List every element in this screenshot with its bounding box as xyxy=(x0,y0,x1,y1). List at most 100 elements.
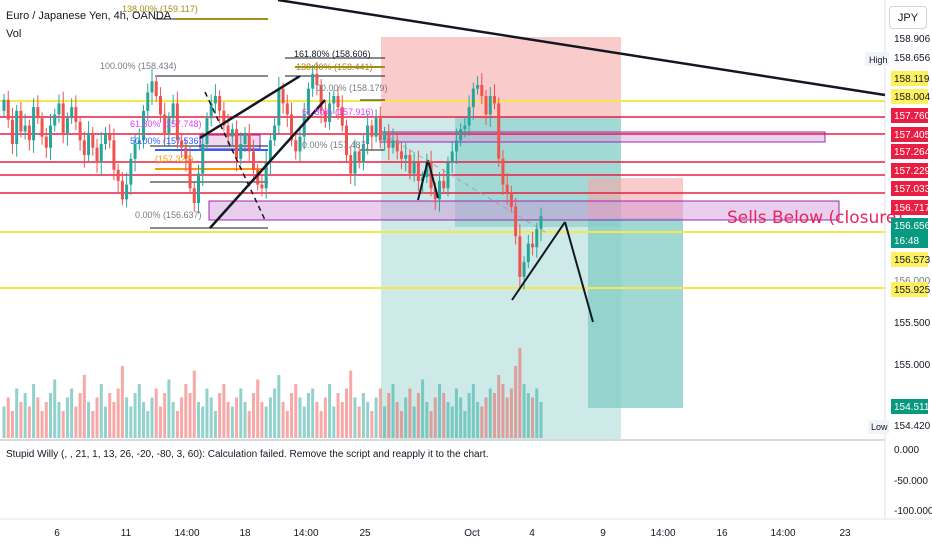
candle-body xyxy=(184,147,188,159)
candle-body xyxy=(497,103,501,159)
candle-body xyxy=(91,132,95,148)
volume-bar xyxy=(522,384,526,438)
trend-line xyxy=(209,99,326,229)
candle-body xyxy=(19,110,23,132)
trend-line xyxy=(204,91,266,221)
time-axis-label: 14:00 xyxy=(293,528,318,539)
oscillator-axis-label: -50.000 xyxy=(894,476,928,487)
volume-bar xyxy=(454,388,458,438)
volume-bar xyxy=(357,406,361,438)
time-axis-label: Oct xyxy=(464,528,480,539)
candle-body xyxy=(264,162,268,189)
volume-bar xyxy=(467,393,471,438)
volume-bar xyxy=(315,402,319,438)
candle-body xyxy=(484,96,488,115)
volume-bar xyxy=(361,393,365,438)
volume-bar xyxy=(175,411,179,438)
price-axis-label: 158.004 xyxy=(894,92,931,103)
volume-bar xyxy=(438,384,442,438)
candle-body xyxy=(116,169,120,181)
short-profit-zone-2 xyxy=(588,218,683,408)
volume-bar xyxy=(65,397,69,438)
time-axis-label: 25 xyxy=(359,528,371,539)
candle-body xyxy=(535,228,539,248)
volume-bar xyxy=(15,388,19,438)
volume-bar xyxy=(370,411,374,438)
short-profit-shade-2 xyxy=(588,218,683,408)
volume-bar xyxy=(264,406,268,438)
symbol-title[interactable]: Euro / Japanese Yen, 4h, OANDA xyxy=(6,10,172,22)
volume-bar xyxy=(408,388,412,438)
candle-body xyxy=(2,99,6,111)
fib-label: 61.80% (157.916) xyxy=(302,107,374,117)
fib-label: 100.00% (158.434) xyxy=(100,61,177,71)
trend-line xyxy=(564,221,594,323)
candle-body xyxy=(188,158,192,189)
oscillator-axis-label: 0.000 xyxy=(894,445,919,456)
time-axis-label: 6 xyxy=(54,528,60,539)
candle-body xyxy=(49,125,53,148)
fib-label: 61.80% (157.748) xyxy=(130,119,202,129)
volume-bar xyxy=(158,406,162,438)
volume-bar xyxy=(273,388,277,438)
candle-body xyxy=(158,96,162,115)
volume-bar xyxy=(91,411,95,438)
currency-button[interactable]: JPY xyxy=(889,6,927,29)
fib-label: (157.324) xyxy=(155,154,194,164)
candle-body xyxy=(425,162,429,178)
candle-body xyxy=(416,162,420,181)
candle-body xyxy=(61,103,65,133)
candle-body xyxy=(476,84,480,89)
time-axis-label: 16 xyxy=(716,528,728,539)
candle-body xyxy=(120,180,124,200)
volume-bar xyxy=(226,402,230,438)
volume-bar xyxy=(463,411,467,438)
candle-body xyxy=(336,96,340,108)
volume-bar xyxy=(61,411,65,438)
volume-bar xyxy=(391,384,395,438)
volume-bar xyxy=(150,397,154,438)
candle-body xyxy=(332,96,336,104)
price-label-bg xyxy=(891,233,928,248)
price-axis-label: 157.264 xyxy=(894,147,931,158)
candle-body xyxy=(201,144,205,174)
price-axis-label: 155.000 xyxy=(894,360,931,371)
volume-bar xyxy=(340,402,344,438)
price-axis-label: 157.405 xyxy=(894,130,931,141)
candle-body xyxy=(306,88,310,115)
volume-bar xyxy=(137,384,141,438)
price-axis-label: 158.119 xyxy=(894,74,930,85)
volume-bar xyxy=(213,411,217,438)
price-axis-label: 157.033 xyxy=(894,184,931,195)
volume-bar xyxy=(336,393,340,438)
volume-bar xyxy=(205,388,209,438)
candle-body xyxy=(328,103,332,122)
volume-bar xyxy=(531,397,535,438)
volume-label: Vol xyxy=(6,28,22,40)
volume-bar xyxy=(188,393,192,438)
trend-line xyxy=(199,74,301,140)
candle-body xyxy=(57,103,61,115)
candle-body xyxy=(539,216,543,229)
candle-body xyxy=(226,125,230,137)
candle-body xyxy=(488,96,492,115)
candle-body xyxy=(103,132,107,145)
volume-bar xyxy=(112,402,116,438)
annotation-sells-below: Sells Below (closure) xyxy=(727,208,903,228)
candle-body xyxy=(531,243,535,248)
candle-body xyxy=(378,118,382,141)
candle-body xyxy=(74,107,78,122)
price-axis-label: 154.511 xyxy=(894,402,930,413)
volume-bar xyxy=(518,348,522,438)
volume-bar xyxy=(142,402,146,438)
volume-bar xyxy=(416,393,420,438)
volume-bar xyxy=(49,393,53,438)
volume-bar xyxy=(36,397,40,438)
candle-body xyxy=(383,132,387,141)
trend-line xyxy=(277,0,886,97)
volume-bar xyxy=(399,411,403,438)
candle-body xyxy=(501,158,505,185)
volume-bar xyxy=(344,388,348,438)
fib-label: 161.80% (158.606) xyxy=(294,49,371,59)
